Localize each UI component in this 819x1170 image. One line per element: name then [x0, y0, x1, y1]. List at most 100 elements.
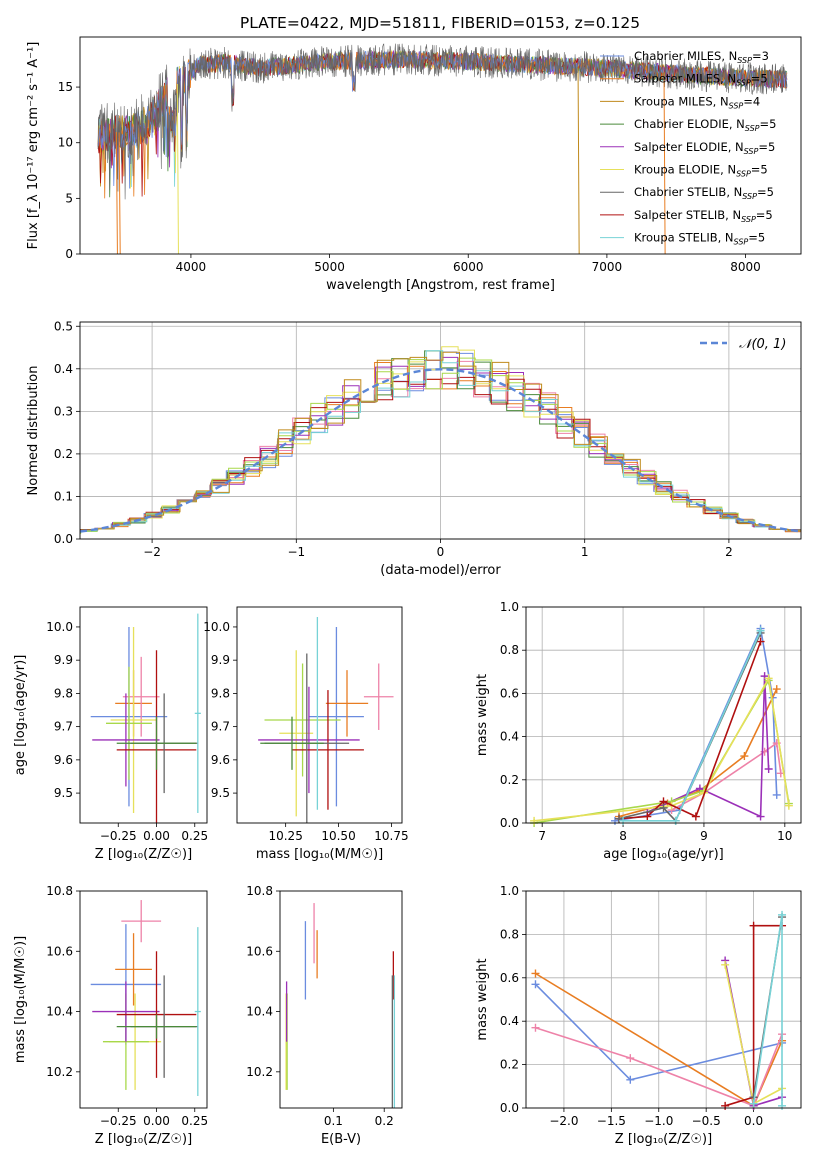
- legend-entry: Kroupa STELIB, NSSP=5: [600, 231, 765, 247]
- gaussian-curve: [80, 368, 801, 533]
- x-tick-label: 10.50: [321, 829, 355, 843]
- x-tick-label: −2.0: [549, 1114, 578, 1128]
- x-axis-label: mass [log₁₀(M/M☉)]: [256, 847, 383, 862]
- y-tick-label: 0.8: [500, 927, 519, 941]
- legend-label-end: =3: [752, 49, 769, 63]
- legend-label: Kroupa MILES, NSSP=4: [634, 94, 760, 110]
- weight-marker: [749, 1099, 758, 1108]
- figure-title: PLATE=0422, MJD=51811, FIBERID=0153, z=0…: [240, 14, 640, 32]
- y-tick-label: 10.2: [46, 1065, 73, 1079]
- x-axis-label: (data-model)/error: [380, 563, 501, 578]
- weight-line: [724, 924, 782, 1107]
- x-tick-label: −0.25: [100, 1114, 137, 1128]
- histogram-kroupa-miles: [80, 351, 801, 533]
- legend-label-main: Kroupa MILES, N: [634, 94, 729, 108]
- weight-marker: [530, 816, 539, 825]
- weight-line: [752, 914, 783, 1106]
- legend-label-end: =5: [760, 117, 777, 131]
- y-tick-label: 10.8: [246, 884, 273, 898]
- legend-entry: Salpeter ELODIE, NSSP=5: [600, 140, 775, 156]
- weight-series: [615, 685, 781, 821]
- x-tick-label: −0.25: [100, 829, 137, 843]
- axes-frame: [525, 890, 802, 1109]
- weight-panel-7: −2.0 −1.5 −1.0 −0.5 0.0 0.0 0.2 0.4 0.6 0.8 1.0 Z […: [475, 884, 802, 1147]
- legend-entry: Kroupa MILES, NSSP=4: [600, 94, 760, 110]
- x-tick-label: 0.1: [324, 1114, 343, 1128]
- weight-line: [534, 675, 790, 822]
- y-tick-label: 0.6: [500, 686, 519, 700]
- x-axis-label: E(B-V): [321, 1132, 361, 1147]
- weight-marker: [772, 790, 781, 799]
- legend-label-sub: SSP: [736, 79, 751, 88]
- legend-entry: Salpeter STELIB, NSSP=5: [600, 208, 773, 224]
- legend-entry: Chabrier STELIB, NSSP=5: [600, 185, 774, 201]
- weight-series: [643, 672, 773, 821]
- weight-marker: [531, 980, 540, 989]
- legend-label-end: =5: [751, 72, 768, 86]
- x-tick-label: 4000: [176, 260, 207, 274]
- y-axis-label: Flux [f_λ 10⁻¹⁷ erg cm⁻² s⁻¹ A⁻¹]: [26, 42, 41, 250]
- weight-lines: [531, 910, 787, 1110]
- legend-label: Kroupa ELODIE, NSSP=5: [634, 163, 768, 179]
- y-tick-label: 9.7: [54, 720, 73, 734]
- weight-marker: [626, 1075, 635, 1084]
- y-axis-label: mass weight: [475, 958, 490, 1040]
- y-tick-label: 9.9: [211, 653, 230, 667]
- weight-marker: [531, 969, 540, 978]
- x-tick-label: −1.0: [644, 1114, 673, 1128]
- y-tick-label: 10.8: [46, 884, 73, 898]
- y-tick-label: 0.3: [54, 404, 73, 418]
- errorbar-point: [325, 670, 369, 737]
- weight-marker: [784, 801, 793, 810]
- y-tick-label: 10.0: [46, 620, 73, 634]
- y-tick-label: 0.8: [500, 643, 519, 657]
- x-tick-label: −1: [287, 545, 305, 559]
- legend-label-sub: SSP: [736, 170, 751, 179]
- weight-marker: [626, 1054, 635, 1063]
- errorbar-point: [92, 693, 160, 787]
- x-tick-label: −1.5: [597, 1114, 626, 1128]
- x-tick-label: 8: [619, 829, 627, 843]
- legend-entry: Salpeter MILES, NSSP=5: [600, 72, 768, 88]
- legend-label-main: Salpeter ELODIE, N: [634, 140, 744, 154]
- x-tick-label: 0.25: [181, 829, 208, 843]
- legend-label-sub: SSP: [737, 56, 752, 65]
- y-tick-label: 9.8: [54, 686, 73, 700]
- y-axis-label: age [log₁₀(age/yr)]: [13, 655, 28, 776]
- spectrum-dropout: [176, 83, 179, 254]
- weight-marker: [778, 910, 787, 919]
- weight-marker: [610, 816, 619, 825]
- y-tick-label: 1.0: [500, 884, 519, 898]
- x-tick-label: −2: [143, 545, 161, 559]
- legend-label: Salpeter MILES, NSSP=5: [634, 72, 768, 88]
- axes-frame: [279, 890, 403, 1109]
- y-tick-label: 9.5: [54, 786, 73, 800]
- legend-label: Salpeter ELODIE, NSSP=5: [634, 140, 775, 156]
- x-tick-label: 7000: [592, 260, 623, 274]
- errorbar-point: [116, 716, 197, 770]
- errorbars: [90, 900, 201, 1096]
- weight-marker: [772, 685, 781, 694]
- histograms: [80, 346, 801, 534]
- errorbars: [285, 903, 396, 1108]
- y-tick-label: 9.5: [211, 786, 230, 800]
- y-tick-label: 0.6: [500, 971, 519, 985]
- legend-label-main: Kroupa STELIB, N: [634, 231, 734, 245]
- weight-marker: [756, 637, 765, 646]
- x-tick-label: 10: [777, 829, 792, 843]
- legend-label-sub: SSP: [741, 215, 756, 224]
- legend-label-main: Chabrier ELODIE, N: [634, 117, 745, 131]
- x-tick-label: 7: [538, 829, 546, 843]
- y-tick-label: 0.4: [54, 362, 73, 376]
- legend-label-main: Salpeter MILES, N: [634, 72, 736, 86]
- weight-marker: [531, 1023, 540, 1032]
- weight-marker: [615, 814, 624, 823]
- errorbar-point: [292, 690, 364, 810]
- x-tick-label: 1: [581, 545, 589, 559]
- y-tick-label: 15: [58, 80, 73, 94]
- y-tick-label: 0.2: [500, 773, 519, 787]
- errorbars: [90, 613, 201, 823]
- weight-marker: [659, 803, 668, 812]
- x-tick-label: 0: [437, 545, 445, 559]
- weight-marker: [764, 765, 773, 773]
